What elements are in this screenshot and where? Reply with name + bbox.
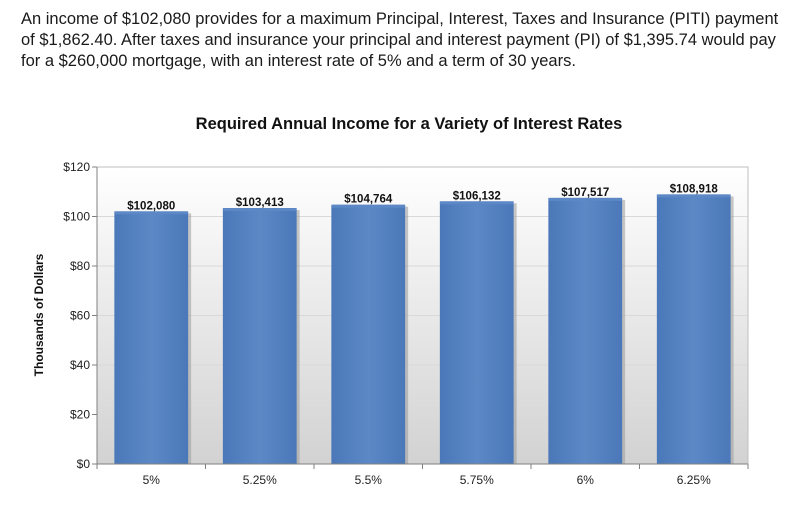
chart-container: Required Annual Income for a Variety of …	[0, 100, 797, 505]
x-tick-label: 6.25%	[677, 473, 711, 487]
y-axis-title: Thousands of Dollars	[32, 253, 46, 376]
y-tick-label: $120	[63, 160, 90, 174]
bar-cap	[331, 204, 406, 208]
x-tick-label: 5.75%	[460, 473, 494, 487]
bar-cap	[439, 201, 514, 205]
bars	[114, 194, 734, 464]
bar	[114, 211, 189, 464]
x-tick-label: 6%	[577, 473, 595, 487]
data-label: $107,517	[561, 187, 609, 199]
bar-chart: Required Annual Income for a Variety of …	[32, 115, 749, 487]
bar-cap	[656, 194, 731, 198]
y-tick-label: $60	[70, 309, 90, 323]
bar	[548, 197, 623, 464]
labels: $0 $20 $40 $60 $80 $100 $120 $102,080 5% $103,413…	[63, 160, 718, 487]
axes	[92, 166, 749, 469]
y-tick-label: $40	[70, 358, 90, 372]
x-tick-label: 5.5%	[355, 473, 383, 487]
bar	[656, 194, 731, 464]
summary-text: An income of $102,080 provides for a max…	[21, 10, 779, 70]
data-label: $108,918	[670, 183, 719, 195]
y-tick-label: $80	[70, 259, 90, 273]
x-tick-label: 5.25%	[243, 473, 277, 487]
bar	[222, 208, 297, 464]
chart-title: Required Annual Income for a Variety of …	[196, 115, 623, 133]
data-label: $102,080	[127, 200, 175, 212]
x-tick-label: 5%	[143, 473, 161, 487]
y-tick-label: $20	[70, 408, 90, 422]
data-label: $106,132	[453, 190, 501, 202]
data-label: $104,764	[344, 194, 393, 206]
y-tick-label: $0	[77, 457, 91, 471]
bar	[439, 201, 514, 464]
bar	[331, 204, 406, 464]
bar-cap	[548, 197, 623, 201]
bar-cap	[114, 211, 189, 215]
y-tick-label: $100	[63, 210, 90, 224]
bar-cap	[222, 208, 297, 212]
data-label: $103,413	[236, 197, 284, 209]
